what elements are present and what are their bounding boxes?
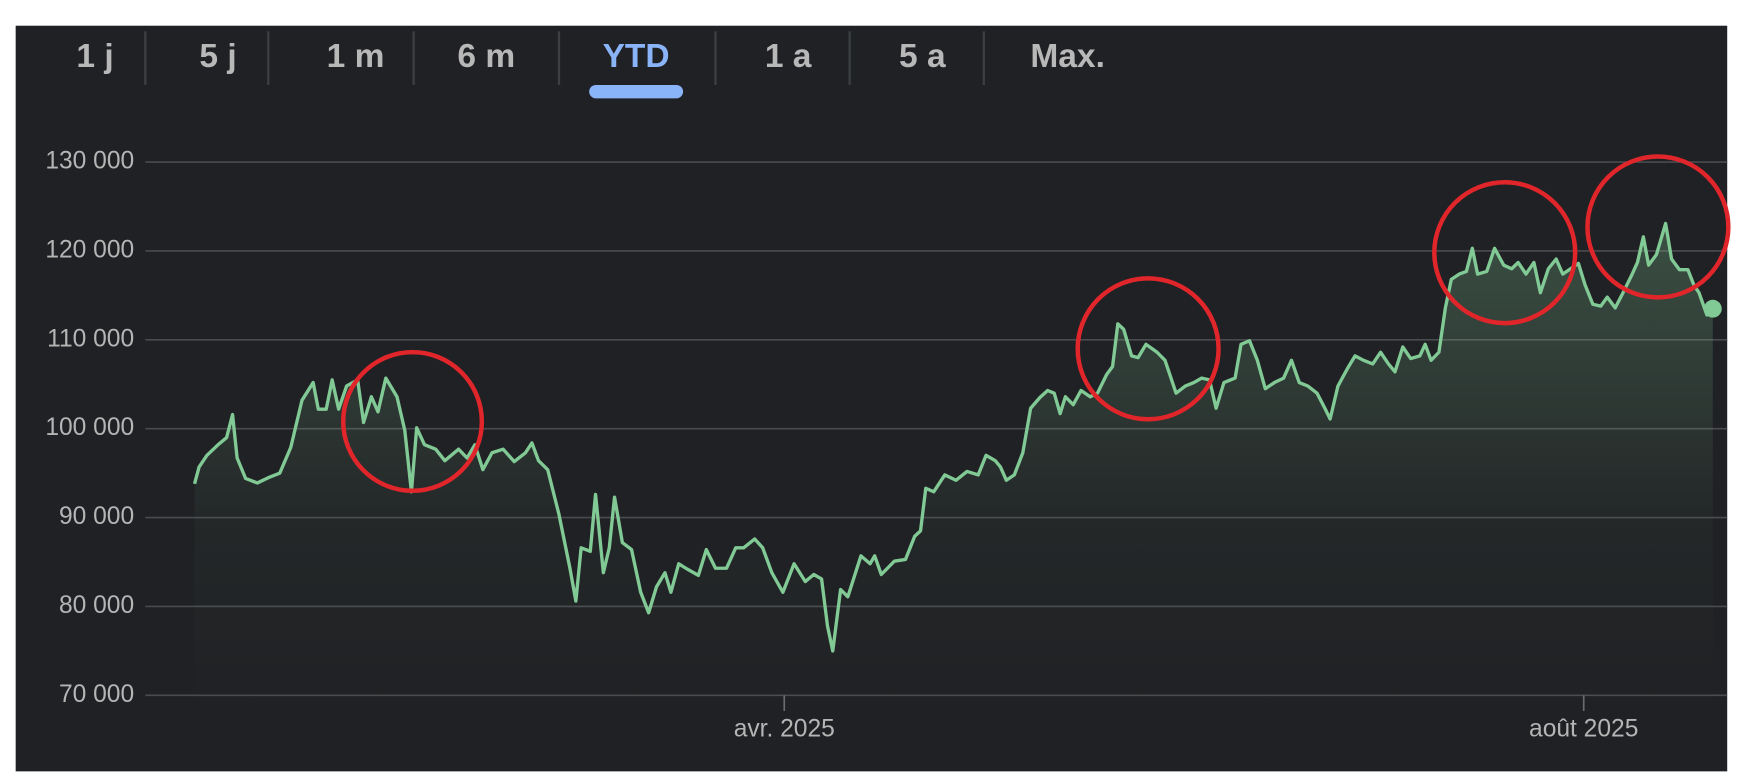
highlight-circle: [1432, 179, 1578, 326]
tab-label[interactable]: 1 j: [76, 38, 113, 75]
tab[interactable]: 5 j: [199, 38, 236, 75]
y-tick-label: 70 000: [59, 681, 134, 708]
price-line: [192, 221, 1714, 653]
y-tick-label: 120 000: [45, 236, 134, 263]
tab-label[interactable]: 6 m: [457, 38, 515, 75]
tab-bar: 1 j 5 j 1 m 6 m YTD 1 a 5 a Max.: [76, 31, 1105, 99]
tab-label[interactable]: Max.: [1030, 38, 1105, 75]
area: [194, 223, 1713, 714]
y-tick-label: 130 000: [45, 148, 134, 175]
highlight-circle: [1075, 276, 1221, 422]
tab-label[interactable]: 5 a: [899, 38, 946, 75]
x-tick-label: août 2025: [1529, 716, 1638, 743]
y-tick-label: 90 000: [59, 503, 134, 530]
tab[interactable]: 1 m: [327, 38, 385, 75]
tab-label[interactable]: 5 j: [199, 38, 236, 75]
y-tick-label: 110 000: [47, 325, 134, 352]
y-tick-label: 80 000: [59, 592, 134, 619]
plot: [192, 221, 1722, 714]
tab-label[interactable]: YTD: [603, 38, 670, 75]
tab[interactable]: YTD: [589, 38, 684, 99]
x-tick-label: avr. 2025: [734, 716, 835, 743]
grid: 70 000 80 000 90 000 100 000 110 000 120 000 1…: [45, 148, 1728, 743]
highlight-circle: [340, 349, 485, 494]
annotations: [340, 154, 1731, 494]
tab[interactable]: 1 a: [765, 38, 812, 75]
highlight-circle: [1585, 154, 1731, 300]
tab-label[interactable]: 1 a: [765, 38, 812, 75]
tab[interactable]: 1 j: [76, 38, 113, 75]
tab-indicator: [589, 84, 684, 99]
tab[interactable]: 5 a: [899, 38, 946, 75]
tab-label[interactable]: 1 m: [327, 38, 385, 75]
tab[interactable]: 6 m: [457, 38, 515, 75]
tab[interactable]: Max.: [1030, 38, 1105, 75]
end-point: [1703, 299, 1722, 318]
y-tick-label: 100 000: [45, 414, 134, 441]
